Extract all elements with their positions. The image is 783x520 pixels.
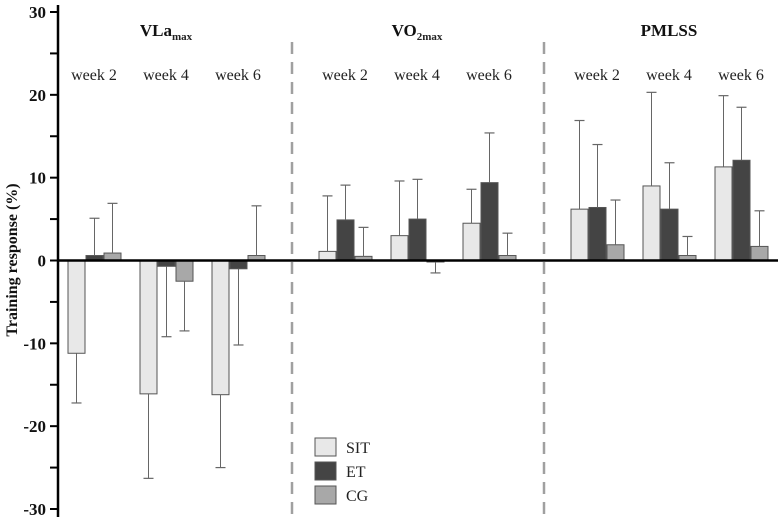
legend-swatch-sit [314,437,337,457]
bar-sit [642,185,661,261]
week-label: week 2 [71,67,117,84]
week-label: week 6 [466,67,512,84]
legend-swatch-cg [314,485,337,505]
week-label: week 6 [215,67,261,84]
bar-et [588,206,607,261]
legend-swatch-et [314,461,337,481]
bar-et [408,218,427,261]
bar-sit [318,250,337,262]
y-axis-label: Training response (%) [4,183,21,336]
week-label: week 2 [574,67,620,84]
bar-sit [570,208,589,261]
y-tick-label: -30 [23,500,46,519]
y-tick-label: 20 [29,86,46,105]
y-tick-label: 30 [29,3,46,22]
y-tick-label: -10 [23,334,46,353]
bar-sit [139,260,158,395]
week-label: week 2 [322,67,368,84]
y-tick-label: -20 [23,417,46,436]
y-tick-label: 0 [38,252,47,271]
bar-cg [606,244,625,262]
bar-et [336,219,355,261]
legend: SIT ET CG [314,437,370,505]
y-tick-label: 10 [29,169,46,188]
bar-sit [390,235,409,261]
panel-title: PMLSS [641,21,698,40]
bar-cg [175,260,194,282]
bar-sit [714,166,733,261]
panel-title: VO2max [392,21,443,43]
panel-title-subscript: max [172,31,193,43]
panel-title-main: VLa [140,21,173,40]
legend-label-sit: SIT [346,440,370,457]
y-axis: -30 -20 -10 0 10 20 30 [23,3,778,519]
bar-et [660,208,679,261]
bar-et [480,182,499,262]
legend-label-cg: CG [346,488,369,505]
bar-cg [750,245,769,262]
bar-sit [462,222,481,262]
bar-et [732,159,751,261]
legend-label-et: ET [346,464,366,481]
panel-title: VLamax [140,21,193,43]
week-label: week 4 [394,67,440,84]
week-label: week 4 [143,67,189,84]
panel-titles: VLamax week 2 week 4 week 6 VO2max week 2 week… [71,21,764,84]
panel-title-subscript: 2max [417,31,443,43]
error-bars-layer [71,91,765,479]
bar-sit [211,260,230,396]
bar-sit [67,260,86,354]
week-label: week 6 [718,67,764,84]
week-label: week 4 [646,67,692,84]
panel-title-main: PMLSS [641,21,698,40]
panel-title-main: VO [392,21,417,40]
